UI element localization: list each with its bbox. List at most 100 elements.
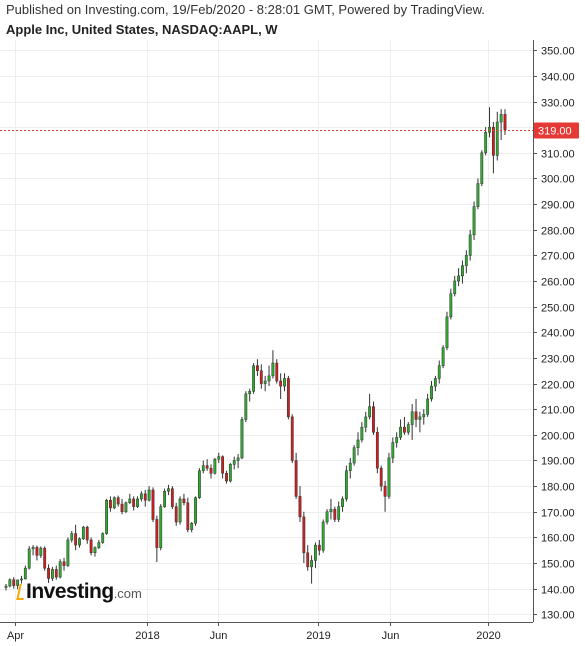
candle-body — [491, 126, 495, 156]
candle-body — [387, 457, 391, 497]
symbol-title: Apple Inc, United States, NASDAQ:AAPL, W — [6, 22, 278, 37]
candle-up — [194, 496, 197, 526]
candle-body — [484, 132, 488, 154]
candle-body — [58, 561, 62, 578]
candle-up — [391, 437, 395, 464]
candle-down — [12, 577, 16, 589]
candle-body — [190, 523, 194, 530]
candle-down — [209, 464, 213, 479]
candle-body — [321, 521, 325, 551]
candle-up — [128, 493, 132, 505]
candle-body — [209, 467, 213, 474]
y-tick-label: 330.00 — [541, 98, 575, 110]
candle-up — [368, 393, 372, 420]
candle-up — [139, 491, 143, 502]
candle-down — [151, 487, 155, 523]
candle-body — [20, 578, 23, 581]
candle-down — [372, 401, 375, 435]
candle-down — [85, 525, 89, 544]
candle-body — [128, 498, 132, 504]
candle-body — [375, 432, 379, 469]
candle-body — [62, 561, 66, 566]
x-tick-label: 2019 — [306, 630, 330, 642]
candle-body — [232, 460, 236, 465]
candle-down — [290, 414, 294, 464]
candle-up — [27, 546, 31, 570]
candle-body — [263, 380, 267, 384]
candle-body — [348, 462, 352, 471]
candle-body — [461, 265, 464, 277]
candle-down — [491, 122, 495, 174]
candle-up — [441, 345, 445, 369]
candle-up — [360, 422, 364, 443]
candle-body — [453, 280, 457, 295]
y-tick-label: 300.00 — [541, 174, 575, 186]
candle-up — [271, 350, 275, 379]
candle-up — [364, 411, 368, 433]
y-tick-label: 310.00 — [541, 149, 575, 161]
candle-body — [391, 442, 395, 459]
candle-body — [43, 547, 47, 569]
candle-body — [294, 460, 298, 497]
candle-body — [147, 489, 151, 501]
candle-up — [321, 519, 325, 553]
candle-down — [62, 557, 66, 571]
candle-body — [236, 457, 240, 461]
candle-up — [472, 201, 476, 240]
candle-body — [310, 560, 313, 568]
candle-down — [54, 565, 58, 580]
candle-body — [109, 499, 112, 509]
candle-up — [410, 404, 414, 440]
candle-body — [213, 458, 217, 474]
candle-body — [167, 488, 170, 492]
candle-body — [89, 539, 93, 554]
candle-body — [155, 519, 159, 548]
y-tick-label: 240.00 — [541, 328, 575, 340]
candle-body — [101, 533, 105, 543]
candle-up — [418, 411, 422, 433]
candle-body — [12, 579, 16, 586]
last-price-badge — [534, 122, 579, 139]
candle-down — [174, 502, 178, 526]
candle-up — [387, 452, 391, 499]
candle-body — [410, 411, 414, 425]
candle-up — [352, 445, 356, 466]
candle-up — [39, 546, 43, 558]
candle-up — [23, 565, 27, 580]
y-tick-label: 210.00 — [541, 405, 575, 417]
candle-body — [488, 126, 491, 133]
candle-body — [248, 391, 252, 395]
candle-up — [445, 311, 449, 351]
candle-body — [182, 498, 186, 504]
candle-body — [368, 406, 372, 418]
candle-body — [414, 411, 418, 420]
candle-body — [499, 114, 503, 123]
candle-up — [406, 422, 410, 435]
candle-body — [54, 569, 58, 578]
candle-body — [341, 498, 344, 507]
candle-body — [174, 506, 178, 523]
candle-body — [290, 416, 294, 461]
logo-brand: Investing — [26, 580, 114, 603]
candle-up — [433, 375, 437, 392]
candle-body — [403, 426, 406, 433]
candle-body — [464, 255, 468, 266]
x-tick-label: Apr — [7, 630, 24, 642]
candle-up — [8, 578, 12, 588]
y-tick-label: 260.00 — [541, 277, 575, 289]
x-tick-label: Jun — [382, 630, 400, 642]
candle-body — [279, 380, 283, 387]
candle-up — [476, 178, 480, 210]
candle-up — [167, 484, 170, 496]
candle-body — [27, 548, 31, 569]
candle-up — [213, 457, 217, 475]
candle-body — [51, 569, 54, 579]
candle-up — [252, 363, 255, 394]
candle-body — [124, 502, 128, 513]
candle-up — [461, 260, 464, 284]
y-tick-label: 250.00 — [541, 303, 575, 315]
candle-down — [306, 545, 310, 571]
candle-body — [317, 544, 321, 551]
candle-body — [433, 378, 437, 387]
